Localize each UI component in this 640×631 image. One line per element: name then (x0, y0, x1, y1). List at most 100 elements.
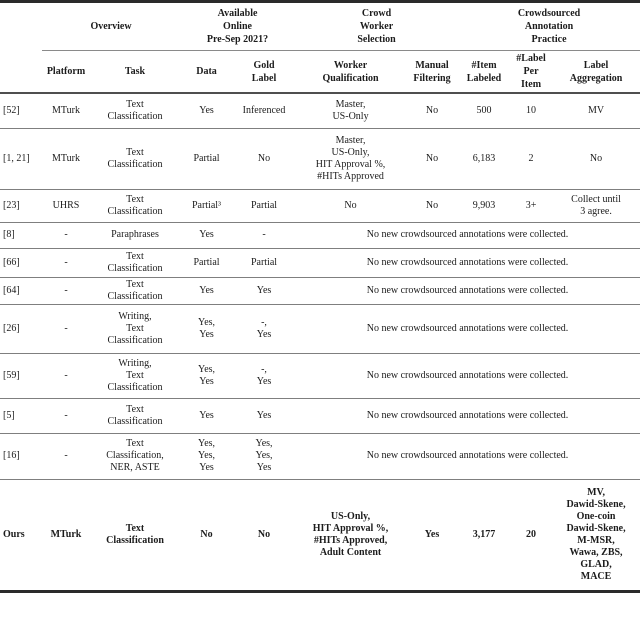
column-header-item-labeled: #Item Labeled (458, 50, 511, 94)
citation-ref: [8] (0, 222, 42, 249)
task-cell: Writing, Text Classification (90, 353, 180, 399)
merged-note-cell: No new crowdsourced annotations were col… (295, 248, 640, 278)
label-aggregation-cell: Collect until 3 agree. (552, 189, 640, 223)
column-header-manual-filtering: Manual Filtering (406, 50, 459, 94)
table-row-5: [5] - Text Classification Yes Yes No new… (0, 398, 640, 434)
platform-cell: - (42, 222, 90, 249)
gold-label-cell: -, Yes (233, 304, 296, 354)
merged-note-cell: No new crowdsourced annotations were col… (295, 433, 640, 480)
data-cell: Yes (180, 398, 233, 434)
citation-ref: [1, 21] (0, 128, 42, 190)
task-cell: Text Classification, NER, ASTE (90, 433, 180, 480)
gold-label-cell: Inferenced (233, 93, 296, 129)
merged-note-cell: No new crowdsourced annotations were col… (295, 304, 640, 354)
citation-ref: [16] (0, 433, 42, 480)
citation-ref: [23] (0, 189, 42, 223)
task-cell: Text Classification (106, 522, 164, 546)
data-cell: Partial (180, 248, 233, 278)
column-header-task: Task (90, 50, 180, 94)
platform-cell: - (42, 353, 90, 399)
gold-label-cell: Partial (233, 248, 296, 278)
table-row-23: [23] UHRS Text Classification Partial³ P… (0, 189, 640, 223)
label-per-item-cell: 3+ (510, 189, 553, 223)
column-header-label-aggregation: Label Aggregation (552, 50, 640, 94)
citation-ref: [5] (0, 398, 42, 434)
label-aggregation-cell: MV, Dawid-Skene, One-coin Dawid-Skene, M… (566, 486, 626, 582)
platform-cell: - (42, 398, 90, 434)
item-labeled-cell: 6,183 (458, 128, 511, 190)
citation-ref: [66] (0, 248, 42, 278)
data-cell: No (200, 528, 213, 540)
merged-note-cell: No new crowdsourced annotations were col… (295, 398, 640, 434)
item-labeled-cell: 3,177 (472, 528, 496, 540)
item-labeled-cell: 9,903 (458, 189, 511, 223)
label-aggregation-cell: No (552, 128, 640, 190)
table-row-59: [59] - Writing, Text Classification Yes,… (0, 353, 640, 399)
group-header-available-online: Available Online Pre-Sep 2021? (180, 1, 296, 51)
item-labeled-cell: 500 (458, 93, 511, 129)
platform-cell: - (42, 304, 90, 354)
data-cell: Partial (180, 128, 233, 190)
group-header-row: Overview Available Online Pre-Sep 2021? … (0, 1, 640, 51)
platform-cell: MTurk (42, 128, 90, 190)
task-cell: Writing, Text Classification (90, 304, 180, 354)
task-cell: Text Classification (90, 277, 180, 305)
task-cell: Paraphrases (90, 222, 180, 249)
task-cell: Text Classification (90, 93, 180, 129)
citation-ref: [64] (0, 277, 42, 305)
manual-filtering-cell: No (406, 128, 459, 190)
platform-cell: UHRS (42, 189, 90, 223)
merged-note-cell: No new crowdsourced annotations were col… (295, 222, 640, 249)
label-per-item-cell: 10 (510, 93, 553, 129)
column-header-row: Platform Task Data Gold Label Worker Qua… (0, 50, 640, 94)
gold-label-cell: - (233, 222, 296, 249)
table-row-64: [64] - Text Classification Yes Yes No ne… (0, 277, 640, 305)
merged-note-cell: No new crowdsourced annotations were col… (295, 353, 640, 399)
column-header-label-per-item: #Label Per Item (510, 50, 553, 94)
gold-label-cell: Yes, Yes, Yes (233, 433, 296, 480)
gold-label-cell: Partial (233, 189, 296, 223)
data-cell: Yes, Yes (180, 304, 233, 354)
group-header-spacer (0, 2, 42, 51)
data-cell: Yes, Yes, Yes (180, 433, 233, 480)
task-cell: Text Classification (90, 128, 180, 190)
gold-label-cell: Yes (233, 277, 296, 305)
manual-filtering-cell: No (406, 189, 459, 223)
gold-label-cell: -, Yes (233, 353, 296, 399)
group-header-crowdsourced-annotation: Crowdsourced Annotation Practice (458, 1, 640, 51)
data-cell: Yes, Yes (180, 353, 233, 399)
column-header-data: Data (180, 50, 233, 94)
worker-qualification-cell: No (295, 189, 407, 223)
data-cell: Yes (180, 93, 233, 129)
table-row-52: [52] MTurk Text Classification Yes Infer… (0, 93, 640, 129)
manual-filtering-cell: Yes (424, 528, 440, 540)
table-row-8: [8] - Paraphrases Yes - No new crowdsour… (0, 222, 640, 249)
table-row-ours: Ours MTurk Text Classification No No US-… (0, 479, 640, 591)
platform-cell: - (42, 277, 90, 305)
citation-ref: Ours (3, 528, 25, 540)
task-cell: Text Classification (90, 398, 180, 434)
merged-note-cell: No new crowdsourced annotations were col… (295, 277, 640, 305)
table-row-66: [66] - Text Classification Partial Parti… (0, 248, 640, 278)
gold-label-cell: No (233, 128, 296, 190)
citation-ref: [26] (0, 304, 42, 354)
column-header-ref (0, 50, 42, 94)
citation-ref: [59] (0, 353, 42, 399)
platform-cell: - (42, 248, 90, 278)
task-cell: Text Classification (90, 189, 180, 223)
crowdsourcing-comparison-table: Overview Available Online Pre-Sep 2021? … (0, 0, 640, 593)
table-row-1-21: [1, 21] MTurk Text Classification Partia… (0, 128, 640, 190)
column-header-platform: Platform (42, 50, 90, 94)
data-cell: Yes (180, 222, 233, 249)
group-header-overview: Overview (42, 1, 180, 51)
table-row-26: [26] - Writing, Text Classification Yes,… (0, 304, 640, 354)
platform-cell: MTurk (50, 528, 82, 540)
group-header-crowd-worker-selection: Crowd Worker Selection (295, 1, 459, 51)
task-cell: Text Classification (90, 248, 180, 278)
worker-qualification-cell: US-Only, HIT Approval %, #HITs Approved,… (312, 510, 389, 558)
gold-label-cell: Yes (233, 398, 296, 434)
data-cell: Yes (180, 277, 233, 305)
table-row-16: [16] - Text Classification, NER, ASTE Ye… (0, 433, 640, 480)
manual-filtering-cell: No (406, 93, 459, 129)
worker-qualification-cell: Master, US-Only (295, 93, 407, 129)
